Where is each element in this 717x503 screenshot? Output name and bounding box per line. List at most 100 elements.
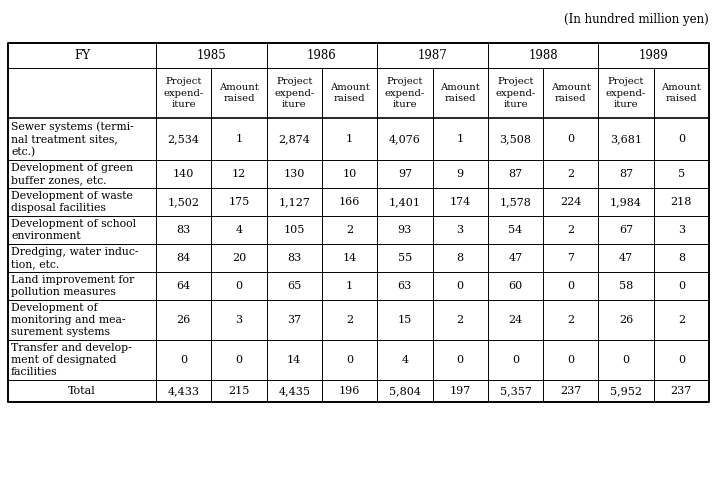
Text: 8: 8 <box>457 253 464 263</box>
Text: 14: 14 <box>287 355 301 365</box>
Text: 4: 4 <box>235 225 242 235</box>
Text: 87: 87 <box>619 169 633 179</box>
Text: 4: 4 <box>402 355 409 365</box>
Text: Development of
monitoring and mea-
surement systems: Development of monitoring and mea- surem… <box>11 303 125 338</box>
Text: 1: 1 <box>457 134 464 144</box>
Text: 12: 12 <box>232 169 246 179</box>
Text: 140: 140 <box>173 169 194 179</box>
Text: 26: 26 <box>176 315 191 325</box>
Text: Project
expend-
iture: Project expend- iture <box>495 77 536 109</box>
Text: 1989: 1989 <box>639 49 668 62</box>
Text: 2: 2 <box>678 315 685 325</box>
Text: Amount
raised: Amount raised <box>662 83 701 103</box>
Text: 1,578: 1,578 <box>500 197 531 207</box>
Text: 0: 0 <box>235 281 242 291</box>
Text: 58: 58 <box>619 281 633 291</box>
Text: 0: 0 <box>235 355 242 365</box>
Text: 10: 10 <box>343 169 356 179</box>
Text: Development of waste
disposal facilities: Development of waste disposal facilities <box>11 191 133 213</box>
Text: 2: 2 <box>567 315 574 325</box>
Text: Amount
raised: Amount raised <box>330 83 369 103</box>
Text: 97: 97 <box>398 169 412 179</box>
Text: Total: Total <box>68 386 96 396</box>
Text: 2: 2 <box>567 225 574 235</box>
Text: (In hundred million yen): (In hundred million yen) <box>564 13 709 26</box>
Text: Development of school
environment: Development of school environment <box>11 219 136 241</box>
Text: 1987: 1987 <box>417 49 447 62</box>
Text: Land improvement for
pollution measures: Land improvement for pollution measures <box>11 275 134 297</box>
Text: 0: 0 <box>567 134 574 144</box>
Text: 237: 237 <box>560 386 581 396</box>
Text: 0: 0 <box>457 355 464 365</box>
Text: Project
expend-
iture: Project expend- iture <box>385 77 425 109</box>
Text: 1: 1 <box>346 134 353 144</box>
Text: 4,433: 4,433 <box>168 386 199 396</box>
Text: Amount
raised: Amount raised <box>219 83 259 103</box>
Text: Dredging, water induc-
tion, etc.: Dredging, water induc- tion, etc. <box>11 247 138 269</box>
Text: 1986: 1986 <box>307 49 337 62</box>
Text: 5,357: 5,357 <box>500 386 531 396</box>
Text: 0: 0 <box>678 134 685 144</box>
Text: 4,076: 4,076 <box>389 134 421 144</box>
Text: 60: 60 <box>508 281 523 291</box>
Text: 4,435: 4,435 <box>278 386 310 396</box>
Text: 26: 26 <box>619 315 633 325</box>
Text: Sewer systems (termi-
nal treatment sites,
etc.): Sewer systems (termi- nal treatment site… <box>11 121 134 157</box>
Text: 130: 130 <box>283 169 305 179</box>
Text: 2,874: 2,874 <box>278 134 310 144</box>
Text: 218: 218 <box>670 197 692 207</box>
Text: 1: 1 <box>235 134 242 144</box>
Text: 0: 0 <box>622 355 630 365</box>
Text: 224: 224 <box>560 197 581 207</box>
Text: 215: 215 <box>228 386 250 396</box>
Text: 1,502: 1,502 <box>168 197 199 207</box>
Text: 24: 24 <box>508 315 523 325</box>
Text: 47: 47 <box>508 253 523 263</box>
Text: 5,804: 5,804 <box>389 386 421 396</box>
Text: 54: 54 <box>508 225 523 235</box>
Text: 15: 15 <box>398 315 412 325</box>
Text: Transfer and develop-
ment of designated
facilities: Transfer and develop- ment of designated… <box>11 343 132 377</box>
Text: 65: 65 <box>287 281 301 291</box>
Text: 0: 0 <box>512 355 519 365</box>
Text: Project
expend-
iture: Project expend- iture <box>163 77 204 109</box>
Text: 105: 105 <box>283 225 305 235</box>
Text: 2: 2 <box>567 169 574 179</box>
Text: 175: 175 <box>228 197 250 207</box>
Text: 5,952: 5,952 <box>610 386 642 396</box>
Text: FY: FY <box>74 49 90 62</box>
Text: 3: 3 <box>457 225 464 235</box>
Text: 3,681: 3,681 <box>610 134 642 144</box>
Text: 3: 3 <box>235 315 242 325</box>
Text: Amount
raised: Amount raised <box>440 83 480 103</box>
Text: 174: 174 <box>450 197 471 207</box>
Text: 1988: 1988 <box>528 49 558 62</box>
Text: 0: 0 <box>180 355 187 365</box>
Text: 5: 5 <box>678 169 685 179</box>
Text: 83: 83 <box>287 253 301 263</box>
Text: 84: 84 <box>176 253 191 263</box>
Text: 63: 63 <box>398 281 412 291</box>
Text: 14: 14 <box>343 253 356 263</box>
Text: 2: 2 <box>346 315 353 325</box>
Text: 7: 7 <box>567 253 574 263</box>
Text: 37: 37 <box>288 315 301 325</box>
Text: 3: 3 <box>678 225 685 235</box>
Text: 0: 0 <box>567 281 574 291</box>
Text: 237: 237 <box>670 386 692 396</box>
Text: Project
expend-
iture: Project expend- iture <box>606 77 646 109</box>
Text: 1,984: 1,984 <box>610 197 642 207</box>
Text: 1,127: 1,127 <box>278 197 310 207</box>
Text: 9: 9 <box>457 169 464 179</box>
Text: 67: 67 <box>619 225 633 235</box>
Text: Project
expend-
iture: Project expend- iture <box>274 77 314 109</box>
Text: Amount
raised: Amount raised <box>551 83 591 103</box>
Text: 197: 197 <box>450 386 471 396</box>
Text: 196: 196 <box>339 386 360 396</box>
Text: 64: 64 <box>176 281 191 291</box>
Text: 0: 0 <box>567 355 574 365</box>
Text: 2: 2 <box>346 225 353 235</box>
Text: 0: 0 <box>678 281 685 291</box>
Text: 0: 0 <box>346 355 353 365</box>
Text: Development of green
buffer zones, etc.: Development of green buffer zones, etc. <box>11 163 133 185</box>
